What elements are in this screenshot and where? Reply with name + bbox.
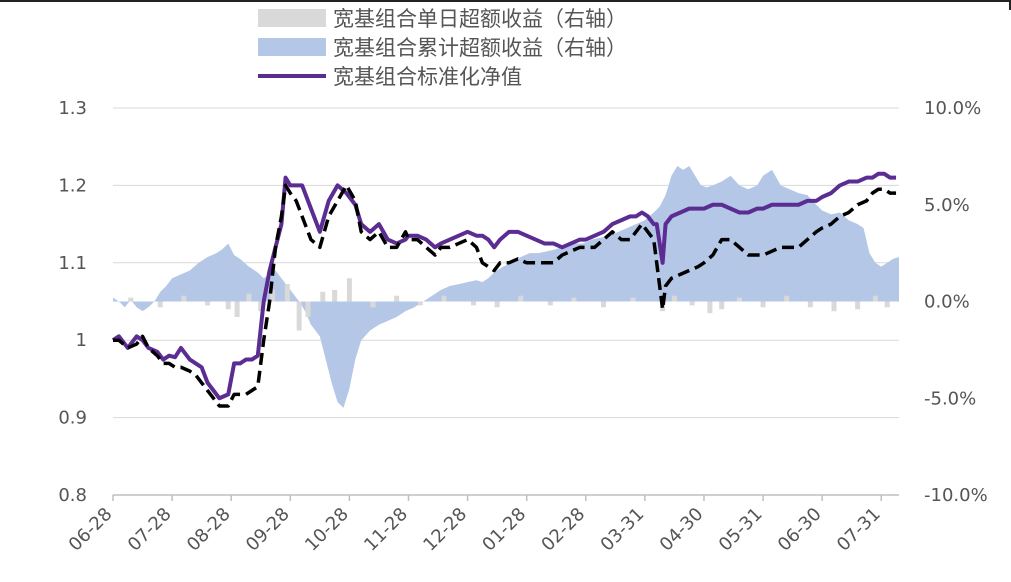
x-tick-label: 06-30 [774, 504, 826, 556]
daily-excess-bar [305, 301, 311, 317]
daily-excess-bar [689, 301, 695, 306]
daily-excess-bar [719, 301, 725, 310]
daily-excess-bar [320, 291, 326, 302]
y-right-tick-label: 10.0% [924, 98, 981, 119]
daily-excess-bar [417, 301, 423, 306]
x-tick-label: 06-28 [65, 504, 117, 556]
daily-excess-bar [855, 301, 861, 310]
x-tick-label: 01-28 [478, 504, 530, 556]
x-tick-label: 02-28 [537, 504, 589, 556]
y-right-tick-label: 0.0% [924, 292, 970, 313]
daily-excess-bar [246, 293, 252, 302]
y-left-tick-label: 1.2 [58, 175, 87, 196]
daily-excess-bar [205, 301, 211, 306]
x-tick-label: 10-28 [301, 504, 353, 556]
daily-excess-bar [258, 301, 264, 312]
x-tick-label: 08-28 [183, 504, 235, 556]
y-left-tick-label: 1.3 [58, 98, 87, 119]
daily-excess-bar [872, 295, 878, 302]
daily-excess-bar [394, 295, 400, 302]
daily-excess-bar [470, 301, 476, 306]
daily-excess-bar [270, 289, 276, 302]
daily-excess-bar [547, 301, 553, 306]
daily-excess-bar [784, 295, 790, 302]
daily-excess-bar [884, 301, 890, 308]
legend: 宽基组合单日超额收益（右轴） 宽基组合累计超额收益（右轴） 宽基组合标准化净值 [258, 7, 627, 89]
y-left-tick-label: 1 [76, 330, 87, 351]
x-tick-label: 05-31 [715, 504, 767, 556]
daily-excess-bar [128, 297, 134, 302]
daily-excess-bar [370, 301, 376, 308]
legend-swatch-area [258, 38, 326, 56]
x-tick-label: 07-31 [833, 504, 885, 556]
x-tick-label: 11-28 [360, 504, 412, 556]
daily-excess-bar [284, 284, 290, 302]
daily-excess-bar [225, 301, 231, 310]
y-right-tick-label: -5.0% [924, 388, 976, 409]
axes: 1.3 1.2 1.1 1 0.9 0.8 10.0% 5.0% 0.0% -5.0% -10.0%… [58, 98, 987, 556]
area-series [113, 166, 899, 408]
daily-excess-bar [332, 289, 338, 302]
daily-excess-bar [234, 301, 240, 317]
x-tick-label: 03-31 [597, 504, 649, 556]
daily-excess-bar [494, 301, 500, 308]
y-left-tick-label: 1.1 [58, 253, 87, 274]
daily-excess-bar [671, 295, 677, 302]
benchmark-dashed-line [113, 183, 897, 408]
y-right-tick-label: 5.0% [924, 195, 970, 216]
legend-label: 宽基组合累计超额收益（右轴） [333, 36, 627, 60]
y-right-tick-label: -10.0% [924, 485, 988, 506]
x-tick-label: 04-30 [656, 504, 708, 556]
y-left-tick-label: 0.9 [58, 408, 87, 429]
top-border [0, 0, 1011, 2]
daily-excess-bar [601, 301, 607, 308]
daily-excess-bar [296, 301, 302, 331]
legend-label: 宽基组合标准化净值 [333, 65, 522, 89]
legend-label: 宽基组合单日超额收益（右轴） [333, 7, 627, 31]
daily-excess-bar [181, 295, 187, 302]
cumulative-excess-area [113, 166, 899, 408]
x-tick-label: 07-28 [124, 504, 176, 556]
line-series [111, 171, 897, 408]
nav-line [111, 171, 897, 401]
daily-excess-bar [807, 301, 813, 308]
daily-excess-bar [630, 297, 636, 302]
daily-excess-bar [518, 295, 524, 302]
legend-swatch-area [258, 9, 326, 27]
daily-excess-bar [346, 278, 352, 302]
daily-excess-bar [157, 301, 163, 308]
daily-excess-bar [707, 301, 713, 314]
daily-excess-bar [736, 297, 742, 302]
daily-excess-bar [441, 295, 447, 302]
y-left-tick-label: 0.8 [58, 485, 87, 506]
daily-excess-bar [571, 297, 577, 302]
corner-border [1009, 0, 1011, 10]
x-tick-label: 12-28 [419, 504, 471, 556]
daily-excess-bar [831, 301, 837, 312]
daily-excess-bar [760, 301, 766, 308]
x-tick-label: 09-28 [242, 504, 294, 556]
